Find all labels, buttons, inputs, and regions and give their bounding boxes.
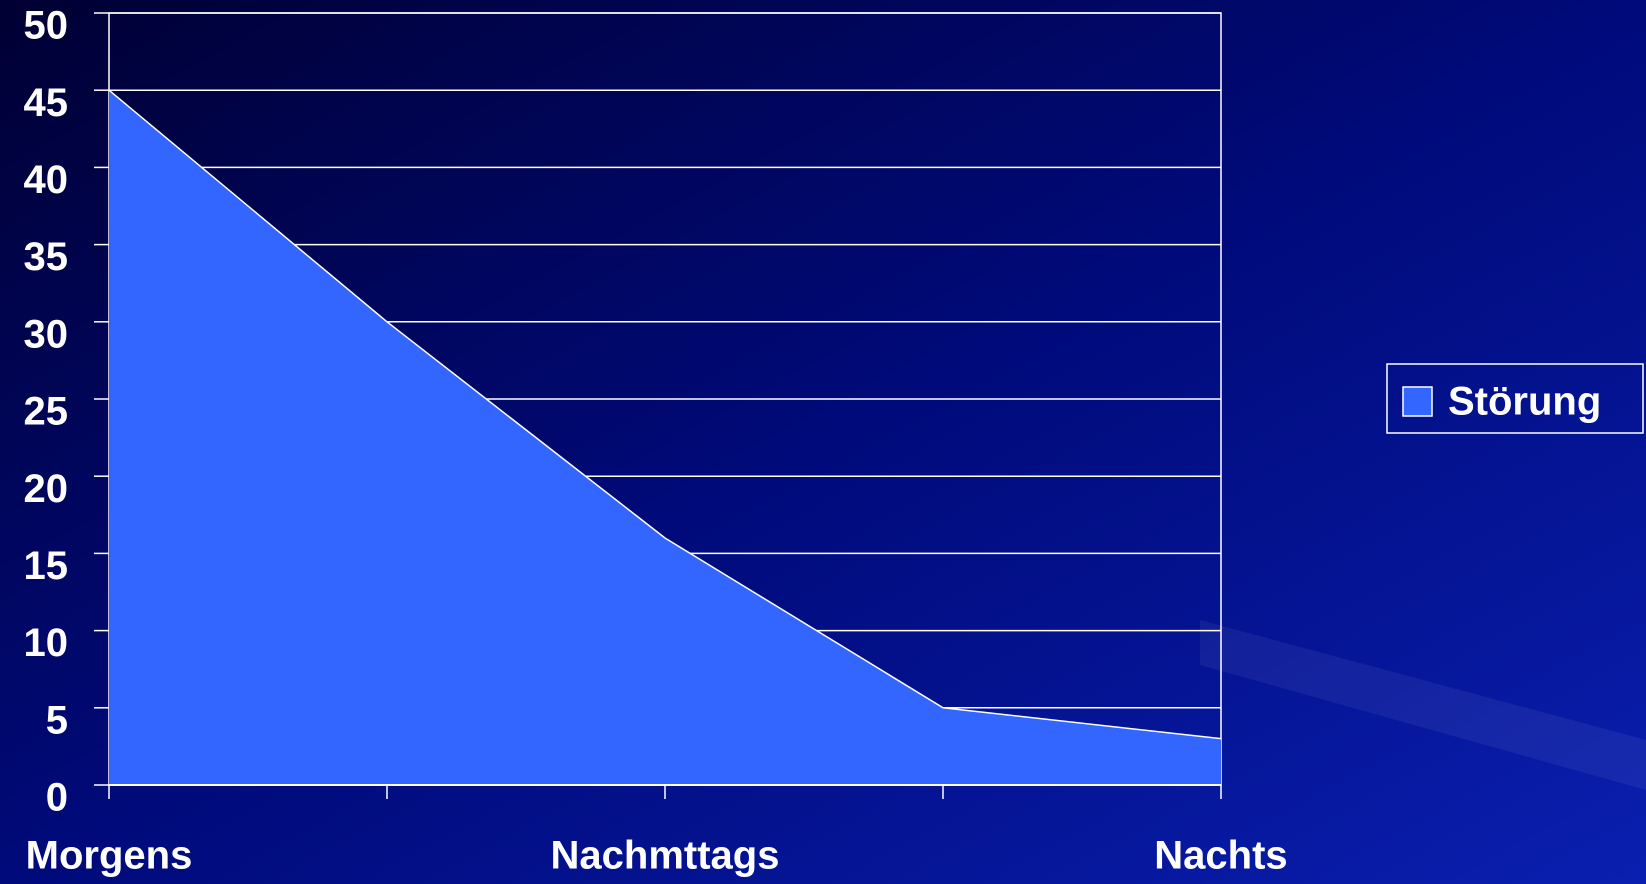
x-tick-label: Nachts (1154, 834, 1287, 878)
x-tick-label: Nachmttags (551, 834, 780, 878)
legend-box (1386, 363, 1644, 434)
y-tick-label: 40 (24, 158, 69, 202)
y-tick-label: 15 (24, 544, 69, 588)
legend-label: Störung (1448, 380, 1601, 424)
y-tick-label: 30 (24, 312, 69, 356)
area (109, 90, 1221, 785)
y-tick-label: 5 (46, 698, 68, 742)
legend-swatch (1402, 386, 1433, 417)
y-tick-label: 45 (24, 81, 69, 125)
area-edge (108, 89, 1222, 740)
y-tick-label: 35 (24, 235, 69, 279)
y-tick-label: 0 (46, 776, 68, 820)
y-tick-label: 20 (24, 467, 69, 511)
background-ray (1200, 620, 1646, 790)
y-tick-label: 10 (24, 621, 69, 665)
x-tick-label: Morgens (26, 834, 193, 878)
y-tick-label: 50 (24, 4, 69, 48)
y-tick-label: 25 (24, 390, 69, 434)
